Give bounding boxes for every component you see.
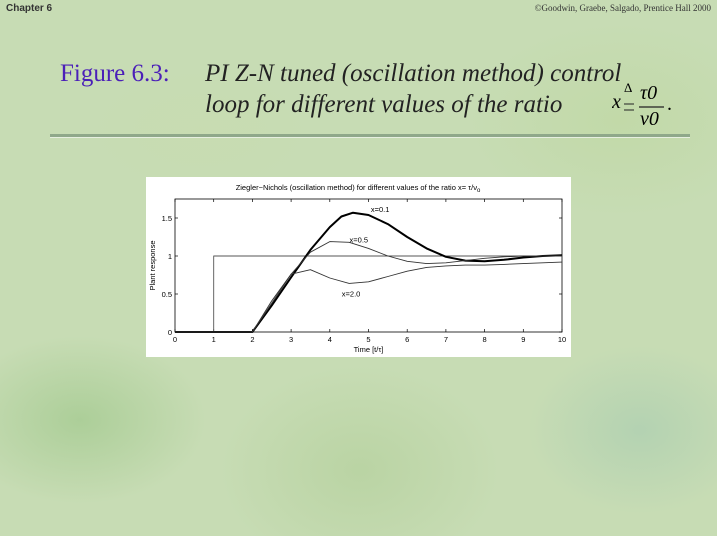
- series-line-x-2-0: [175, 261, 563, 333]
- x-tick-label: 4: [328, 335, 332, 344]
- formula-denominator: ν0: [640, 108, 659, 130]
- series-line-x-0-1: [175, 211, 563, 333]
- x-tick-label: 0: [173, 335, 177, 344]
- figure-number: Figure 6.3:: [60, 60, 170, 87]
- formula-numerator: τ0: [640, 82, 657, 104]
- curve-annotation: x=0.1: [371, 205, 390, 214]
- x-tick-label: 6: [405, 335, 409, 344]
- title-divider: [50, 134, 690, 137]
- x-tick-label: 10: [558, 335, 566, 344]
- y-tick-label: 1: [168, 252, 172, 261]
- formula-delta: Δ: [624, 80, 632, 95]
- y-tick-label: 0: [168, 328, 172, 337]
- curve-annotation: x=2.0: [342, 289, 361, 298]
- formula-var: x: [612, 91, 621, 113]
- curve-annotation: x=0.5: [350, 235, 369, 244]
- y-axis-label: Plant response: [148, 240, 157, 290]
- x-tick-label: 2: [250, 335, 254, 344]
- chapter-label: Chapter 6: [6, 3, 53, 14]
- copyright-notice: ©Goodwin, Graebe, Salgado, Prentice Hall…: [534, 3, 711, 13]
- formula-tail: .: [667, 93, 672, 115]
- caption-line-1: PI Z-N tuned (oscillation method) contro…: [205, 60, 622, 87]
- response-chart: Ziegler−Nichols (oscillation method) for…: [146, 177, 571, 357]
- series-line-setpoint: [175, 255, 562, 333]
- caption-line-2: loop for different values of the ratio: [205, 91, 563, 118]
- series-line-x-0-5: [175, 241, 562, 333]
- y-tick-label: 0.5: [162, 290, 172, 299]
- figure-description: PI Z-N tuned (oscillation method) contro…: [205, 58, 705, 120]
- annotation-group: x=0.1 x=0.5 x=2.0: [342, 205, 390, 298]
- x-axis-label: Time [t/τ]: [354, 345, 384, 354]
- x-tick-label: 8: [483, 335, 487, 344]
- chart-svg: Ziegler−Nichols (oscillation method) for…: [148, 183, 566, 354]
- series-group: [175, 211, 563, 333]
- x-tick-label: 5: [366, 335, 370, 344]
- y-tick-label: 1.5: [162, 214, 172, 223]
- x-tick-label: 9: [521, 335, 525, 344]
- axis-ticks: 0 1 2 3 4 5 6 7 8 9 10 0 0.5 1 1.5: [162, 199, 566, 344]
- plot-frame: [174, 198, 563, 333]
- x-tick-label: 3: [289, 335, 293, 344]
- ratio-formula: x Δ τ0 ν0 .: [612, 80, 672, 130]
- x-tick-label: 1: [212, 335, 216, 344]
- x-tick-label: 7: [444, 335, 448, 344]
- chart-title: Ziegler−Nichols (oscillation method) for…: [236, 183, 481, 194]
